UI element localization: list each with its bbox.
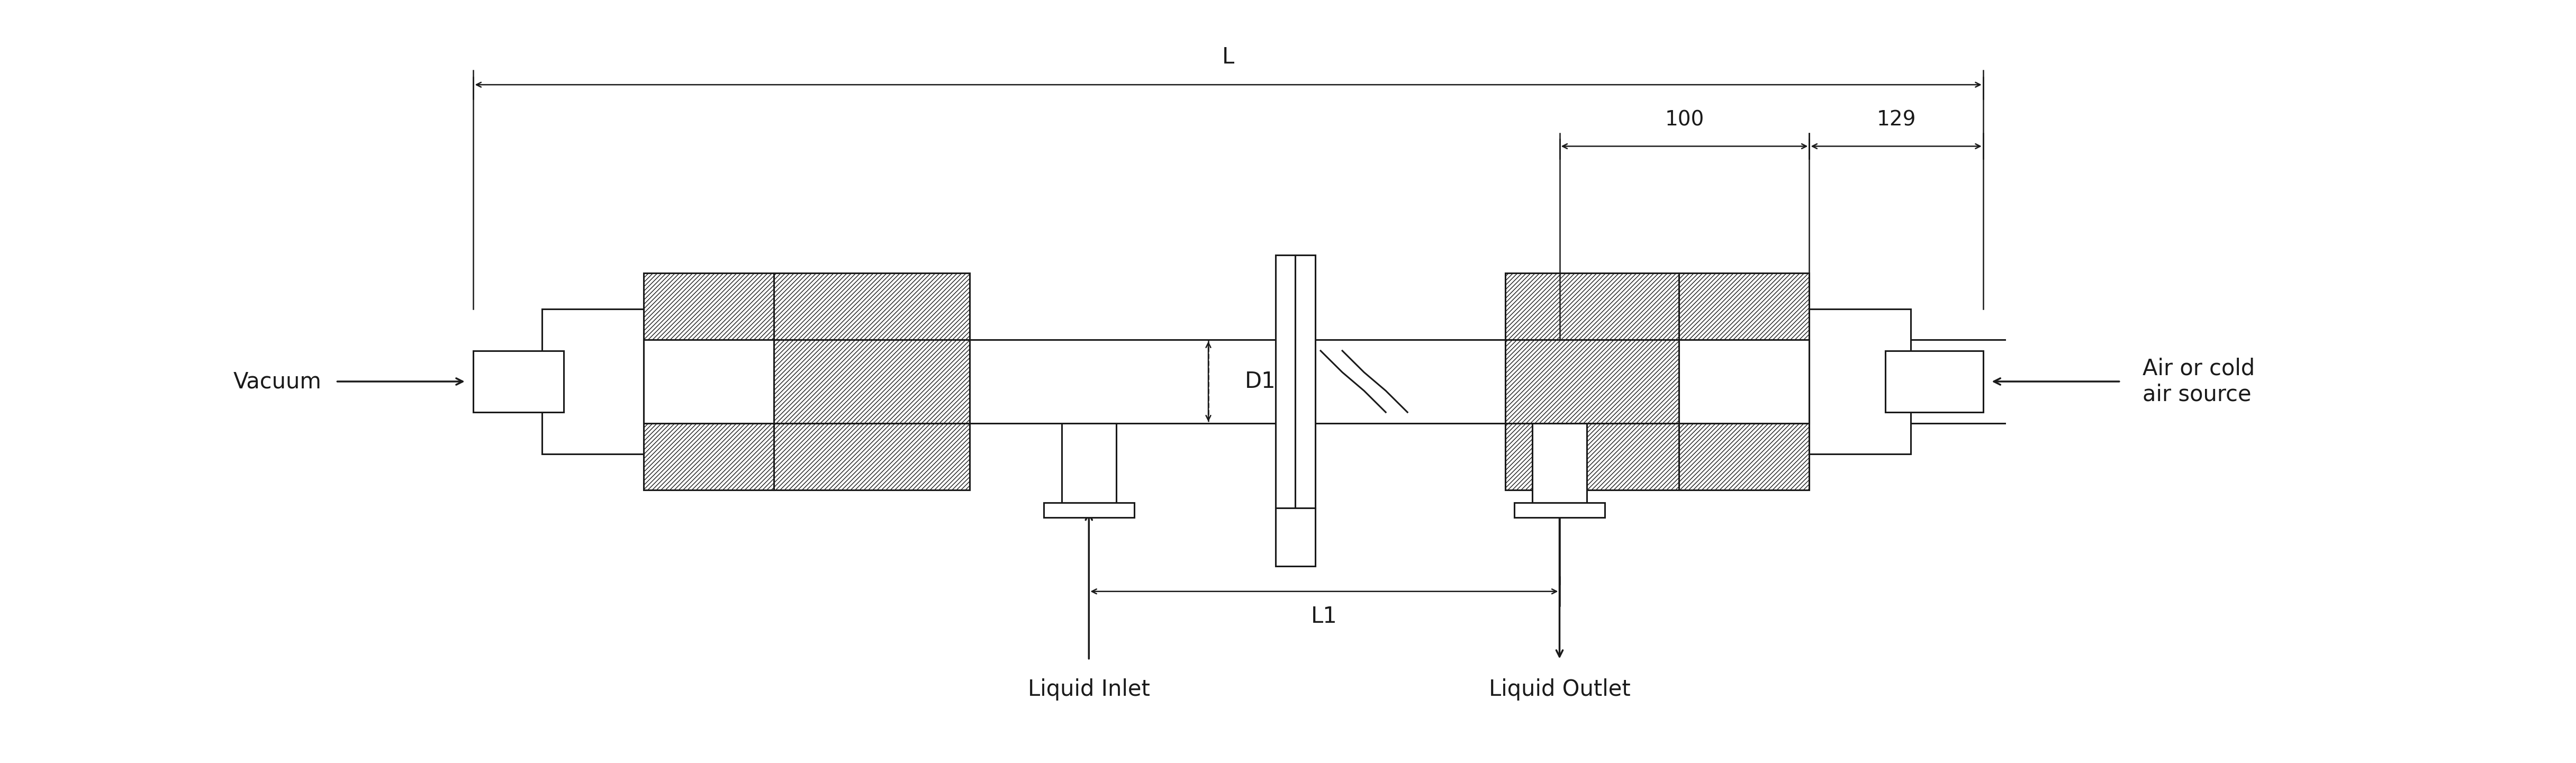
Text: 100: 100 <box>1664 110 1705 130</box>
Text: D1: D1 <box>1244 370 1275 393</box>
Text: Vacuum: Vacuum <box>232 370 322 393</box>
Bar <box>1061 423 1115 503</box>
Bar <box>773 273 969 490</box>
Text: Liquid Outlet: Liquid Outlet <box>1489 678 1631 700</box>
Text: L: L <box>1221 47 1234 69</box>
Text: 129: 129 <box>1875 110 1917 130</box>
Polygon shape <box>1680 340 1808 423</box>
Polygon shape <box>644 273 773 490</box>
Bar <box>1043 503 1133 517</box>
Bar <box>1515 503 1605 517</box>
Polygon shape <box>644 340 773 423</box>
Bar <box>1296 255 1316 508</box>
Bar <box>1886 351 1984 412</box>
Bar <box>1504 273 1680 490</box>
Bar <box>474 351 564 412</box>
Bar <box>1808 309 1911 454</box>
Bar <box>1275 508 1316 566</box>
Text: Air or cold
air source: Air or cold air source <box>2143 358 2254 405</box>
Text: Liquid Inlet: Liquid Inlet <box>1028 678 1149 700</box>
Bar <box>541 309 644 454</box>
Bar <box>1533 423 1587 503</box>
Polygon shape <box>1680 273 1808 490</box>
Bar <box>1275 255 1296 508</box>
Text: L1: L1 <box>1311 605 1337 628</box>
